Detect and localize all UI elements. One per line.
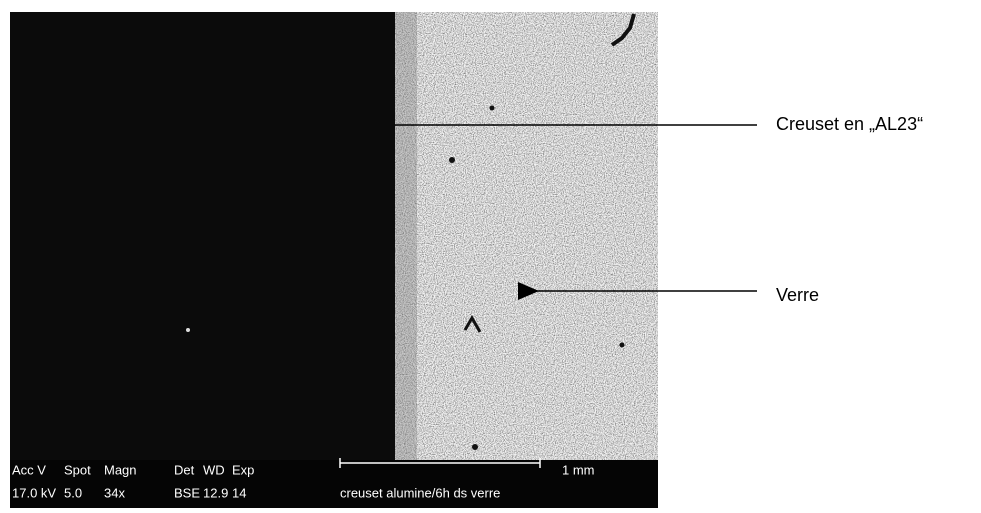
header: Exp bbox=[232, 462, 254, 477]
grain bbox=[395, 12, 658, 460]
scale-label: 1 mm bbox=[562, 462, 595, 477]
header: Acc V bbox=[12, 462, 46, 477]
annotation-label: Creuset en „AL23“ bbox=[776, 114, 923, 134]
annotations: Creuset en „AL23“ Verre bbox=[395, 114, 923, 305]
value: 34x bbox=[104, 485, 125, 500]
info-bar bbox=[10, 460, 658, 508]
speck bbox=[449, 157, 455, 163]
header: Magn bbox=[104, 462, 137, 477]
micrograph bbox=[10, 12, 658, 508]
value: 17.0 kV bbox=[12, 485, 56, 500]
interface bbox=[395, 12, 417, 460]
speck bbox=[610, 13, 636, 47]
annotation-label: Verre bbox=[776, 285, 819, 305]
header: WD bbox=[203, 462, 225, 477]
value: 14 bbox=[232, 485, 246, 500]
speck bbox=[472, 444, 478, 450]
header: Spot bbox=[64, 462, 91, 477]
value: 12.9 bbox=[203, 485, 228, 500]
info-bar-text: Acc V Spot Magn Det WD Exp 17.0 kV 5.0 3… bbox=[12, 458, 595, 500]
speck bbox=[186, 328, 190, 332]
speck bbox=[489, 105, 495, 111]
value: BSE bbox=[174, 485, 200, 500]
scale-bar bbox=[339, 458, 541, 468]
value: 5.0 bbox=[64, 485, 82, 500]
caption: creuset alumine/6h ds verre bbox=[340, 485, 500, 500]
speck bbox=[463, 315, 482, 333]
speck bbox=[619, 342, 625, 348]
header: Det bbox=[174, 462, 195, 477]
dark-region bbox=[10, 12, 395, 460]
